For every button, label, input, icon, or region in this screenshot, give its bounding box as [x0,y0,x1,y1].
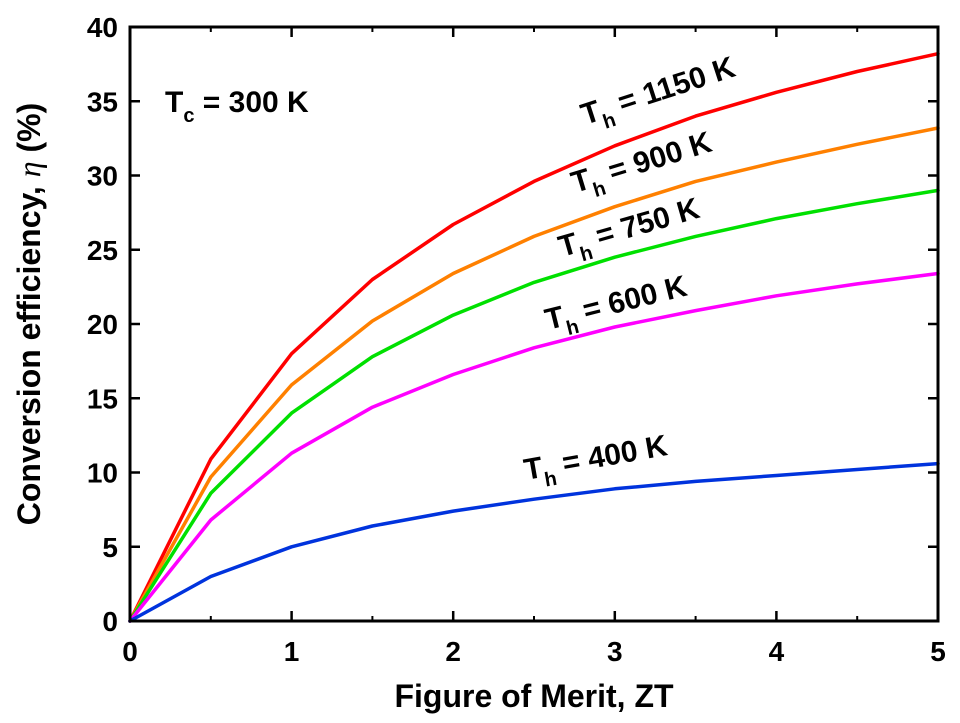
y-tick-label: 0 [102,606,118,637]
y-tick-label: 35 [87,86,118,117]
cold-side-temp-annotation: Tc = 300 K [165,86,309,127]
series-label-rest: = 400 K [552,429,671,481]
series-label-rest: = 1150 K [606,51,739,122]
series-label-sub: h [578,242,596,267]
x-tick-label: 3 [607,636,623,667]
x-tick-label: 1 [284,636,300,667]
annotation-T: T [165,86,183,119]
curves-layer [128,51,940,623]
x-tick-label: 2 [445,636,461,667]
y-tick-label: 25 [87,235,118,266]
eta-symbol: η [11,161,47,177]
y-tick-label: 30 [87,161,118,192]
y-axis-unit: (%) [11,103,47,162]
series-line [128,461,940,623]
annotation-sub: c [183,105,194,127]
series-label-sub: h [543,468,559,492]
y-axis-title: Conversion efficiency, η (%) [11,103,47,525]
y-axis-title-text: Conversion efficiency, [11,177,47,525]
y-tick-label: 20 [87,309,118,340]
series-label-rest: = 600 K [571,270,690,330]
y-tick-label: 40 [87,12,118,43]
x-tick-label: 4 [769,636,785,667]
x-axis-title: Figure of Merit, ZT [394,678,674,714]
series-line [128,271,940,623]
ticks-layer [128,25,940,623]
series-line [128,188,940,623]
series-label: Th = 600 K [542,270,693,345]
series-label-rest: = 750 K [584,192,703,255]
y-tick-label: 10 [87,458,118,489]
y-tick-label: 15 [87,383,118,414]
y-tick-label: 5 [102,532,118,563]
series-label: Th = 1150 K [577,51,742,139]
series-label: Th = 900 K [567,126,718,208]
series-label: Th = 750 K [555,192,706,271]
series-line [128,51,940,623]
x-tick-label: 5 [930,636,946,667]
annotation-rest: = 300 K [194,86,309,119]
series-label-T: T [521,451,545,487]
x-tick-label: 0 [122,636,138,667]
series-line [128,126,940,623]
series-label-sub: h [564,316,581,340]
